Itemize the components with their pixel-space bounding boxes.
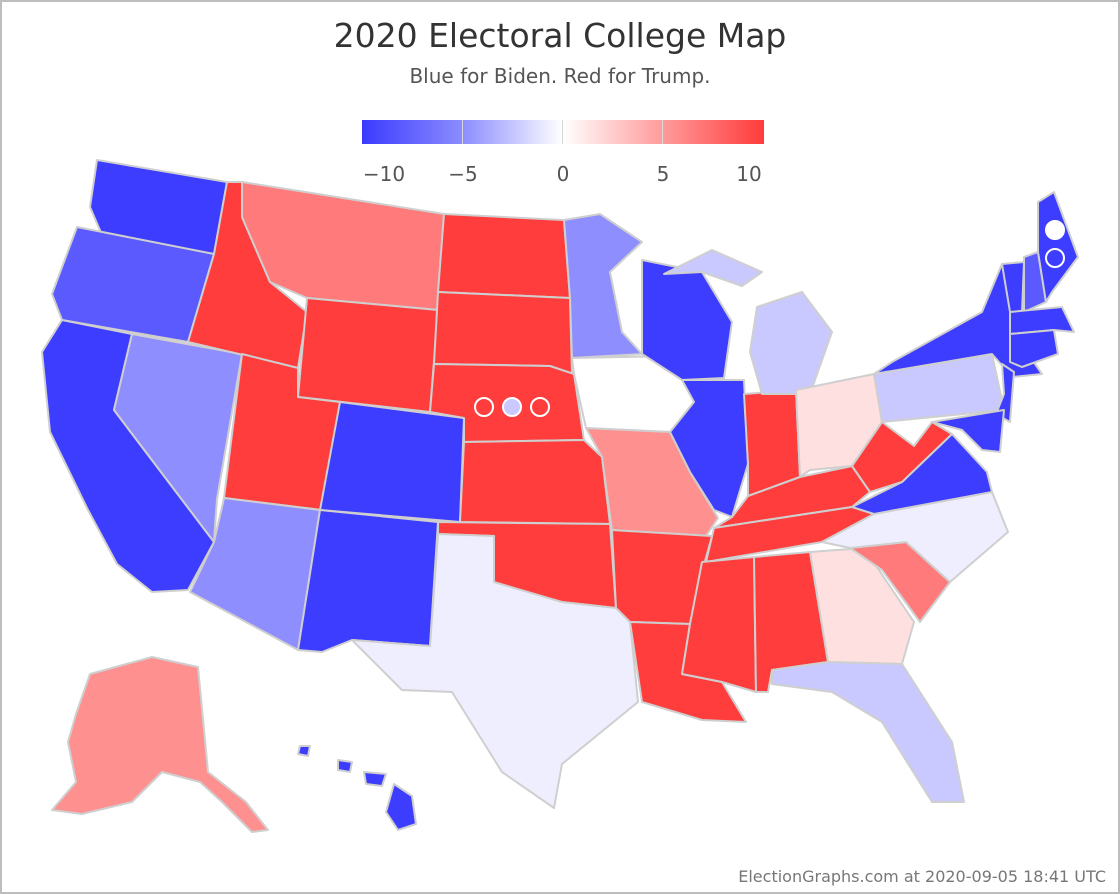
page-subtitle: Blue for Biden. Red for Trump. xyxy=(409,64,711,88)
state-minnesota[interactable] xyxy=(563,213,643,359)
nebraska-district-1-circle[interactable] xyxy=(474,397,494,417)
state-massachusetts[interactable] xyxy=(1009,306,1075,335)
legend-label-10: 10 xyxy=(736,162,762,186)
state-alaska[interactable] xyxy=(51,656,269,833)
legend-color-bar xyxy=(362,120,764,144)
state-maine[interactable] xyxy=(1037,191,1079,303)
footer-source: ElectionGraphs.com at 2020-09-05 18:41 U… xyxy=(738,867,1106,886)
state-hawaii-maui[interactable] xyxy=(363,771,387,787)
legend-label-minus-5: −5 xyxy=(448,162,478,186)
state-north-dakota[interactable] xyxy=(437,213,571,299)
nebraska-district-2-circle[interactable] xyxy=(502,397,522,417)
state-kansas[interactable] xyxy=(459,439,611,525)
state-south-dakota[interactable] xyxy=(433,291,573,375)
state-maryland-delaware[interactable] xyxy=(931,409,1005,453)
state-florida[interactable] xyxy=(771,661,965,803)
state-hawaii-oahu[interactable] xyxy=(337,759,353,773)
state-connecticut-rhode-island[interactable] xyxy=(1009,329,1059,368)
state-arizona[interactable] xyxy=(189,497,321,651)
state-colorado[interactable] xyxy=(319,401,465,523)
legend-label-zero: 0 xyxy=(556,162,570,186)
legend-tick-line xyxy=(462,120,463,144)
state-west-virginia[interactable] xyxy=(851,421,953,493)
legend-label-minus-10: −10 xyxy=(362,162,406,186)
state-hawaii[interactable] xyxy=(385,783,417,831)
state-wyoming[interactable] xyxy=(297,297,439,413)
state-oregon[interactable] xyxy=(51,226,215,343)
page-title: 2020 Electoral College Map xyxy=(333,16,787,55)
state-hawaii-kauai[interactable] xyxy=(297,745,311,757)
maine-district-1-circle[interactable] xyxy=(1045,220,1065,240)
legend-tick-line xyxy=(662,120,663,144)
nebraska-district-3-circle[interactable] xyxy=(530,397,550,417)
legend-tick-line xyxy=(562,120,563,144)
state-texas[interactable] xyxy=(351,533,639,809)
state-new-mexico[interactable] xyxy=(297,509,439,653)
legend-label-5: 5 xyxy=(656,162,670,186)
maine-district-2-circle[interactable] xyxy=(1045,248,1065,268)
